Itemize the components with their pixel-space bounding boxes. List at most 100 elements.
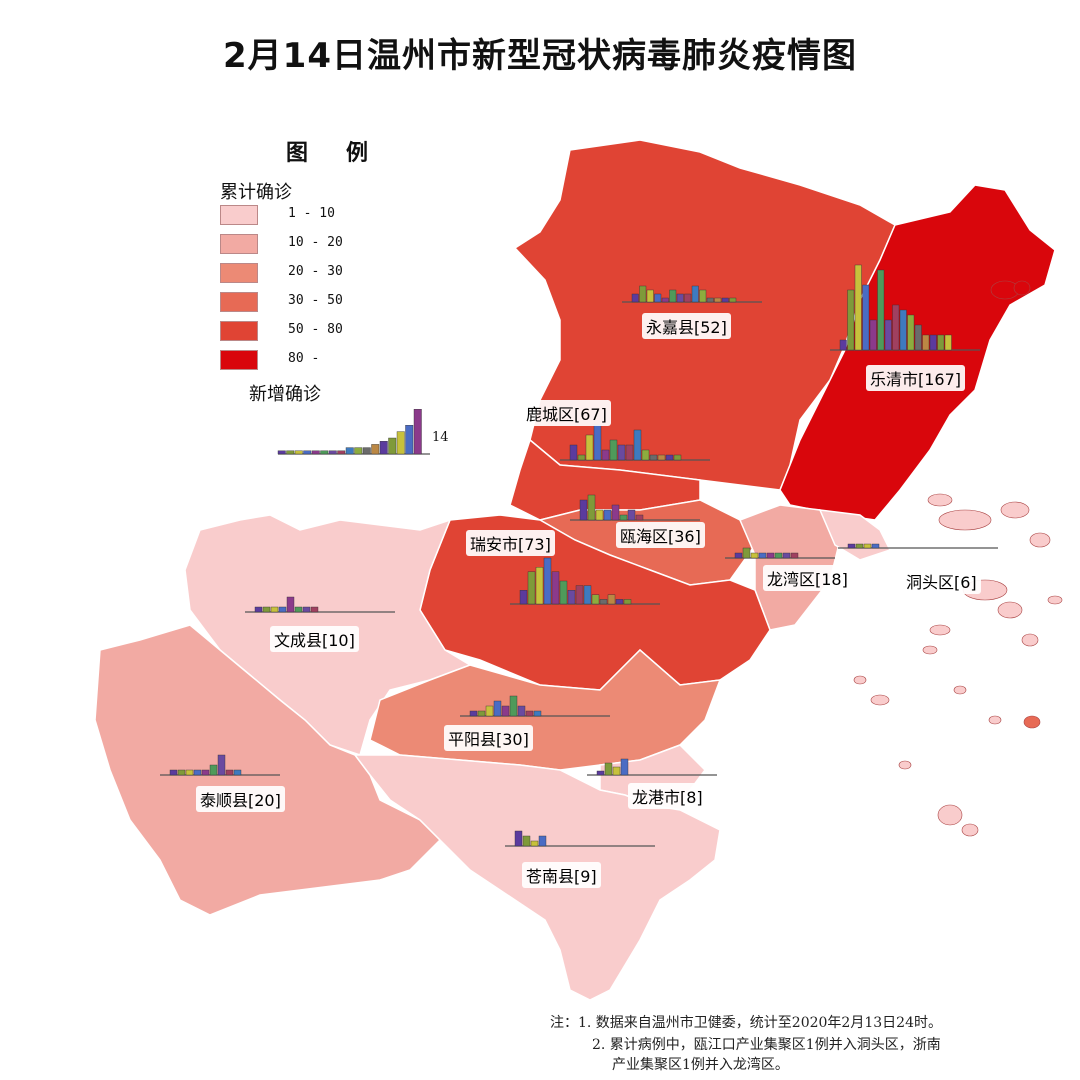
new-case-bar: [665, 454, 674, 461]
new-case-bar: [863, 543, 872, 549]
island-shapes: [853, 280, 1063, 837]
new-case-bar: [525, 710, 534, 717]
new-case-bar: [847, 289, 855, 351]
new-case-bar: [567, 590, 576, 605]
region-label-longgang: 龙港市[8]: [628, 783, 707, 809]
island: [937, 804, 963, 826]
new-case-bar: [310, 606, 319, 613]
new-case-bar: [855, 543, 864, 549]
region-label-lucheng: 鹿城区[67]: [522, 400, 611, 426]
new-case-bar: [782, 552, 791, 559]
bar-chart-wencheng: [245, 596, 395, 613]
new-case-bar: [661, 297, 669, 303]
legend-sample-bar: [396, 431, 405, 455]
legend-sample-bar: [337, 450, 346, 455]
new-case-bar: [612, 766, 621, 776]
new-case-bar: [607, 594, 616, 605]
new-case-bar: [617, 444, 626, 461]
new-case-bar: [585, 434, 594, 461]
new-case-bar: [627, 509, 636, 521]
bar-chart-ruian: [510, 557, 660, 605]
new-case-bar: [522, 835, 531, 847]
island: [922, 645, 938, 655]
new-case-bar: [937, 334, 945, 351]
legend-sample-bar: [277, 450, 286, 455]
new-case-bar: [657, 454, 666, 461]
new-case-bar: [625, 444, 634, 461]
new-case-bar: [543, 557, 552, 605]
new-case-bar: [669, 289, 677, 303]
new-case-bar: [501, 705, 510, 717]
new-case-bar: [631, 293, 639, 303]
new-case-bar: [884, 319, 892, 351]
new-case-bar: [691, 285, 699, 303]
new-case-bar: [758, 552, 767, 559]
new-case-bar: [278, 606, 287, 613]
new-case-bar: [559, 580, 568, 605]
new-case-bar: [583, 585, 592, 605]
legend-new-case-sample: [277, 409, 430, 455]
new-case-bar: [714, 297, 722, 303]
legend-class-label: 10 - 20: [288, 235, 343, 250]
new-case-bar: [854, 264, 862, 351]
new-case-bar: [673, 454, 682, 461]
region-polygons: [94, 139, 1056, 1001]
region-label-wencheng: 文成县[10]: [270, 626, 359, 652]
new-case-bar: [871, 543, 880, 549]
legend-sample-bar: [345, 447, 354, 455]
new-case-bar: [575, 585, 584, 605]
region-label-cangnan: 苍南县[9]: [522, 862, 601, 888]
island: [938, 509, 992, 531]
new-case-bar: [209, 764, 218, 776]
new-case-bar: [676, 293, 684, 303]
new-case-bar: [641, 449, 650, 461]
island: [1000, 501, 1030, 519]
bar-chart-ouhai: [570, 494, 700, 521]
new-case-bar: [635, 514, 644, 521]
island: [1029, 532, 1051, 548]
legend-sample-bar: [413, 409, 422, 455]
new-case-bar: [530, 840, 539, 847]
legend-sample-bar: [362, 447, 371, 455]
legend-sample-bar: [303, 450, 312, 455]
new-case-bar: [201, 769, 210, 776]
legend-class-label: 50 - 80: [288, 322, 343, 337]
island: [1013, 280, 1031, 296]
new-case-bar: [706, 297, 714, 303]
new-case-bar: [611, 504, 620, 521]
note-line-1: 注：1. 数据来自温州市卫健委，统计至2020年2月13日24时。: [550, 1015, 942, 1031]
new-case-bar: [533, 710, 542, 717]
new-case-bar: [477, 710, 486, 717]
legend-sample-bar: [371, 444, 380, 455]
legend-sample-bar: [328, 450, 337, 455]
new-case-bar: [790, 552, 799, 559]
island: [997, 601, 1023, 619]
new-case-bar: [535, 567, 544, 605]
new-case-bar: [603, 509, 612, 521]
island: [988, 715, 1002, 725]
new-case-bar: [944, 334, 952, 351]
bar-chart-longwan: [725, 547, 835, 559]
new-case-bar: [262, 606, 271, 613]
new-case-bar: [699, 289, 707, 303]
new-case-bar: [633, 429, 642, 461]
legend-swatch: [220, 321, 258, 341]
new-case-bar: [225, 769, 234, 776]
new-case-bar: [569, 444, 578, 461]
legend-class-label: 80 -: [288, 351, 320, 366]
region-label-dongtou: 洞头区[6]: [902, 568, 981, 594]
island: [927, 493, 953, 507]
new-case-bar: [493, 700, 502, 717]
new-case-bar: [646, 289, 654, 303]
island: [1023, 715, 1041, 729]
new-case-bar: [609, 439, 618, 461]
legend-sample-bar: [294, 450, 303, 455]
new-case-bar: [233, 769, 242, 776]
new-case-bar: [623, 599, 632, 605]
legend-sample-bar: [405, 425, 414, 455]
legend-swatch: [220, 350, 258, 370]
region-label-ruian: 瑞安市[73]: [466, 530, 555, 556]
bar-chart-dongtou: [838, 543, 998, 549]
legend-sample-bar: [320, 450, 329, 455]
